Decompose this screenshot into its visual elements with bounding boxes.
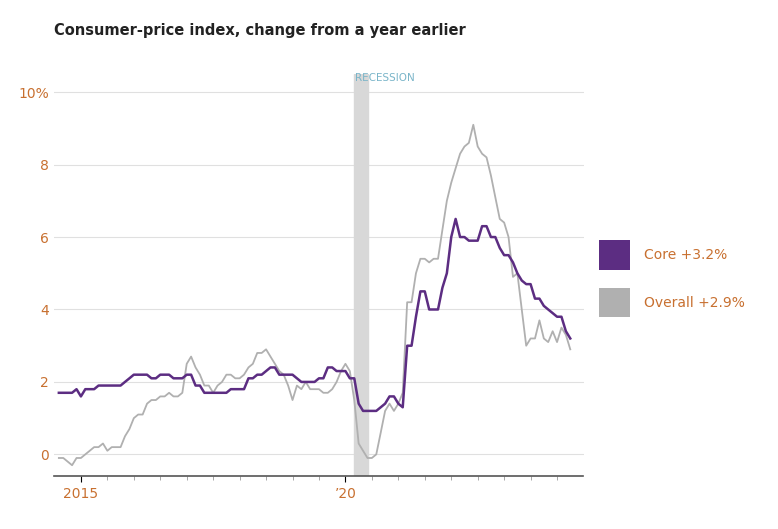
Text: RECESSION: RECESSION [356, 73, 415, 83]
FancyBboxPatch shape [599, 240, 630, 270]
FancyBboxPatch shape [599, 288, 630, 317]
Text: Overall +2.9%: Overall +2.9% [643, 296, 745, 309]
Bar [355, 74, 368, 476]
Text: Consumer-price index, change from a year earlier: Consumer-price index, change from a year… [54, 23, 466, 38]
Text: Core +3.2%: Core +3.2% [643, 248, 727, 262]
